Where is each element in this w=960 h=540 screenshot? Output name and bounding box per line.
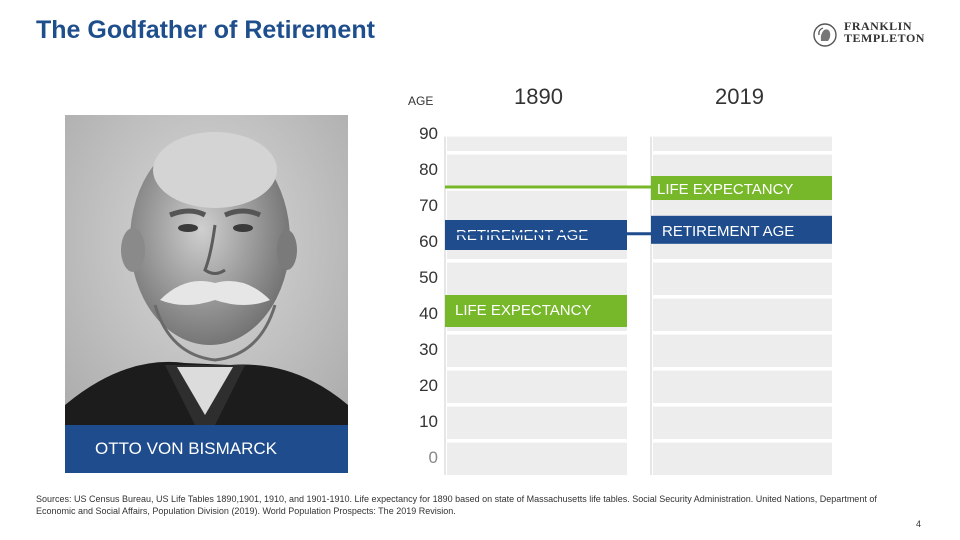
year-label-1890: 1890	[514, 84, 563, 109]
grid-band	[447, 136, 627, 151]
portrait-image	[65, 115, 348, 473]
franklin-templeton-logo: FRANKLIN TEMPLETON	[812, 20, 924, 50]
logo-line2: TEMPLETON	[844, 31, 925, 45]
portrait-caption: OTTO VON BISMARCK	[65, 425, 348, 473]
grid-band	[653, 136, 832, 151]
y-tick-60: 60	[419, 232, 438, 251]
page-number: 4	[916, 519, 922, 529]
y-tick-70: 70	[419, 196, 438, 215]
bar-2019-retirement-age	[651, 215, 832, 244]
bismarck-portrait	[65, 115, 348, 473]
y-tick-40: 40	[419, 304, 438, 323]
bar-2019-life-label: LIFE EXPECTANCY	[657, 181, 793, 198]
grid-band	[653, 298, 832, 331]
bar-1890-life-expectancy	[445, 295, 627, 327]
y-tick-0: 0	[428, 448, 438, 467]
y-tick-20: 20	[419, 376, 438, 395]
grid-band	[447, 370, 627, 403]
bar-1890-life-label: LIFE EXPECTANCY	[455, 302, 591, 319]
logo-wordmark: FRANKLIN TEMPLETON	[844, 20, 925, 44]
sources-footnote: Sources: US Census Bureau, US Life Table…	[36, 494, 877, 516]
y-tick-80: 80	[419, 160, 438, 179]
grid-band	[653, 370, 832, 403]
grid-band	[653, 442, 832, 475]
franklin-head-icon	[813, 23, 837, 47]
grid-band	[447, 190, 627, 223]
grid-band	[653, 406, 832, 439]
bar-2019-life-expectancy	[651, 176, 832, 200]
y-tick-10: 10	[419, 412, 438, 431]
page-title: The Godfather of Retirement	[36, 16, 375, 44]
y-tick-50: 50	[419, 268, 438, 287]
logo-line1: FRANKLIN	[844, 19, 913, 33]
grid-band	[447, 262, 627, 295]
y-tick-90: 90	[419, 124, 438, 143]
bar-1890-retirement-label: RETIREMENT AGE	[456, 227, 588, 244]
bar-2019-retirement-label: RETIREMENT AGE	[662, 223, 794, 240]
grid-band	[447, 334, 627, 367]
y-tick-30: 30	[419, 340, 438, 359]
caption-text: OTTO VON BISMARCK	[95, 439, 277, 458]
grid-band	[653, 334, 832, 367]
year-label-2019: 2019	[715, 84, 764, 109]
grid-band	[447, 442, 627, 475]
grid-band	[447, 406, 627, 439]
y-axis-label: AGE	[408, 94, 434, 108]
grid-band	[653, 262, 832, 295]
grid-band	[447, 154, 627, 187]
